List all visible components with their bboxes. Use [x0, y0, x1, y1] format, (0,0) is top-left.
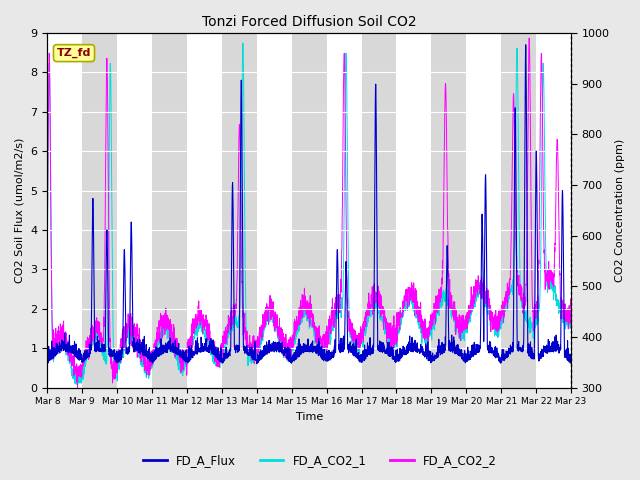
- Bar: [187, 33, 222, 387]
- Y-axis label: CO2 Concentration (ppm): CO2 Concentration (ppm): [615, 139, 625, 282]
- X-axis label: Time: Time: [296, 412, 323, 422]
- Legend: FD_A_Flux, FD_A_CO2_1, FD_A_CO2_2: FD_A_Flux, FD_A_CO2_1, FD_A_CO2_2: [138, 449, 502, 472]
- Bar: [467, 33, 501, 387]
- Bar: [117, 33, 152, 387]
- Bar: [362, 33, 397, 387]
- Bar: [431, 33, 467, 387]
- Bar: [536, 33, 571, 387]
- Y-axis label: CO2 Soil Flux (umol/m2/s): CO2 Soil Flux (umol/m2/s): [15, 138, 25, 283]
- Bar: [257, 33, 292, 387]
- Bar: [501, 33, 536, 387]
- Bar: [397, 33, 431, 387]
- Bar: [83, 33, 117, 387]
- Bar: [292, 33, 326, 387]
- Text: TZ_fd: TZ_fd: [57, 48, 92, 58]
- Bar: [152, 33, 187, 387]
- Bar: [326, 33, 362, 387]
- Bar: [47, 33, 83, 387]
- Bar: [222, 33, 257, 387]
- Bar: [571, 33, 606, 387]
- Title: Tonzi Forced Diffusion Soil CO2: Tonzi Forced Diffusion Soil CO2: [202, 15, 417, 29]
